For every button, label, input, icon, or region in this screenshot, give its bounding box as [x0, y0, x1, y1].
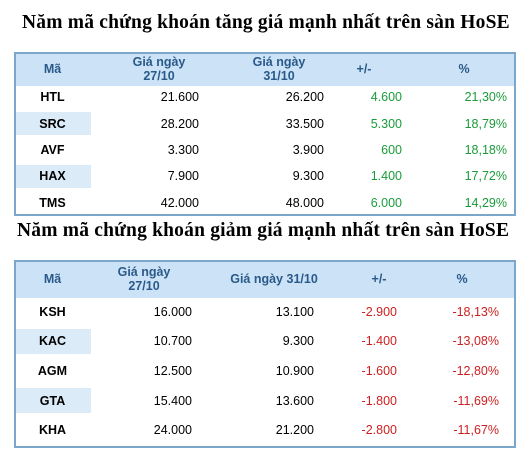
cell-percent: -11,67% [453, 423, 499, 438]
cell-code: GTA [39, 393, 66, 408]
table-row: GTA 15.400 13.600 -1.800 -11,69% [14, 386, 516, 416]
cell-code: HAX [39, 169, 66, 184]
cell-price-27-10: 16.000 [153, 304, 192, 319]
table-row: HAX 7.900 9.300 1.400 17,72% [14, 163, 516, 189]
cell-price-27-10: 21.600 [160, 90, 199, 105]
cell-code: KHA [38, 423, 67, 438]
cell-percent: -18,13% [452, 304, 499, 319]
header-code: Mã [43, 62, 62, 76]
table-row: HTL 21.600 26.200 4.600 21,30% [14, 84, 516, 110]
header-code: Mã [43, 272, 62, 286]
cell-price-27-10: 7.900 [167, 169, 199, 184]
cell-price-27-10: 24.000 [153, 423, 192, 438]
row-stripe [14, 328, 91, 355]
cell-price-31-10: 9.300 [282, 334, 314, 349]
cell-price-31-10: 3.900 [292, 142, 324, 157]
cell-percent: 21,30% [464, 90, 507, 105]
header-price-31-10: Giá ngày 31/10 [230, 272, 318, 286]
cell-price-27-10: 12.500 [153, 363, 192, 378]
cell-change: -1.400 [361, 334, 397, 349]
cell-percent: 14,29% [464, 195, 507, 210]
row-stripe [14, 112, 91, 135]
cell-code: SRC [39, 116, 66, 131]
table-row: KSH 16.000 13.100 -2.900 -18,13% [14, 297, 516, 327]
cell-price-31-10: 48.000 [285, 195, 324, 210]
row-stripe [14, 387, 91, 414]
cell-percent: 18,79% [464, 116, 507, 131]
cell-percent: 18,18% [464, 142, 507, 157]
gainers-title: Năm mã chứng khoán tăng giá mạnh nhất tr… [22, 12, 510, 33]
cell-price-31-10: 33.500 [285, 116, 324, 131]
cell-change: 5.300 [370, 116, 402, 131]
cell-percent: -13,08% [452, 334, 499, 349]
cell-price-31-10: 26.200 [285, 90, 324, 105]
table-row: SRC 28.200 33.500 5.300 18,79% [14, 110, 516, 136]
losers-title: Năm mã chứng khoán giảm giá mạnh nhất tr… [17, 220, 510, 241]
cell-price-31-10: 21.200 [275, 423, 314, 438]
header-percent: % [456, 272, 468, 286]
header-change: +/- [371, 272, 387, 286]
cell-change: 600 [381, 142, 402, 157]
row-stripe [14, 165, 91, 188]
cell-code: KSH [39, 304, 66, 319]
table-header: Mã Giá ngày 27/10 Giá ngày 31/10 +/- % [14, 260, 516, 298]
header-price-27-10: Giá ngày 27/10 [117, 265, 171, 293]
header-price-31-10: Giá ngày 31/10 [252, 55, 306, 83]
cell-code: TMS [39, 195, 66, 210]
cell-price-31-10: 13.600 [275, 393, 314, 408]
cell-change: 4.600 [370, 90, 402, 105]
table-header: Mã Giá ngày 27/10 Giá ngày 31/10 +/- % [14, 52, 516, 86]
table-row: AVF 3.300 3.900 600 18,18% [14, 137, 516, 163]
cell-price-31-10: 10.900 [275, 363, 314, 378]
cell-change: -1.800 [361, 393, 397, 408]
cell-change: -2.800 [361, 423, 397, 438]
table-row: KAC 10.700 9.300 -1.400 -13,08% [14, 327, 516, 357]
cell-price-27-10: 10.700 [153, 334, 192, 349]
gainers-table: Mã Giá ngày 27/10 Giá ngày 31/10 +/- % H… [14, 52, 516, 216]
cell-percent: 17,72% [464, 169, 507, 184]
cell-price-27-10: 3.300 [167, 142, 199, 157]
cell-change: 6.000 [370, 195, 402, 210]
cell-code: HTL [40, 90, 65, 105]
cell-change: -2.900 [361, 304, 397, 319]
header-percent: % [458, 62, 470, 76]
header-price-27-10: Giá ngày 27/10 [132, 55, 186, 83]
table-row: AGM 12.500 10.900 -1.600 -12,80% [14, 356, 516, 386]
table-row: TMS 42.000 48.000 6.000 14,29% [14, 190, 516, 216]
losers-table: Mã Giá ngày 27/10 Giá ngày 31/10 +/- % K… [14, 260, 516, 448]
table-row: KHA 24.000 21.200 -2.800 -11,67% [14, 415, 516, 445]
cell-price-27-10: 15.400 [153, 393, 192, 408]
cell-change: 1.400 [370, 169, 402, 184]
cell-price-31-10: 9.300 [292, 169, 324, 184]
cell-price-31-10: 13.100 [275, 304, 314, 319]
cell-price-27-10: 42.000 [160, 195, 199, 210]
cell-price-27-10: 28.200 [160, 116, 199, 131]
cell-code: KAC [38, 334, 67, 349]
header-change: +/- [356, 62, 372, 76]
cell-change: -1.600 [361, 363, 397, 378]
cell-percent: -12,80% [452, 363, 499, 378]
cell-code: AGM [37, 363, 68, 378]
cell-code: AVF [40, 142, 65, 157]
cell-percent: -11,69% [453, 393, 499, 408]
